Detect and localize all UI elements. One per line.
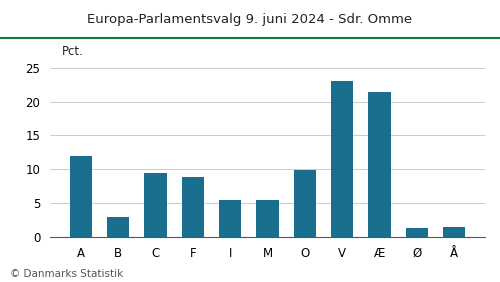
Bar — [182, 177, 204, 237]
Bar — [219, 200, 242, 237]
Bar — [256, 200, 278, 237]
Bar — [294, 170, 316, 237]
Text: Pct.: Pct. — [62, 45, 84, 58]
Bar — [70, 156, 92, 237]
Bar — [443, 227, 465, 237]
Bar — [331, 81, 353, 237]
Bar — [368, 92, 390, 237]
Bar — [144, 173, 167, 237]
Bar — [107, 217, 130, 237]
Bar — [406, 228, 428, 237]
Text: © Danmarks Statistik: © Danmarks Statistik — [10, 269, 123, 279]
Text: Europa-Parlamentsvalg 9. juni 2024 - Sdr. Omme: Europa-Parlamentsvalg 9. juni 2024 - Sdr… — [88, 13, 412, 26]
